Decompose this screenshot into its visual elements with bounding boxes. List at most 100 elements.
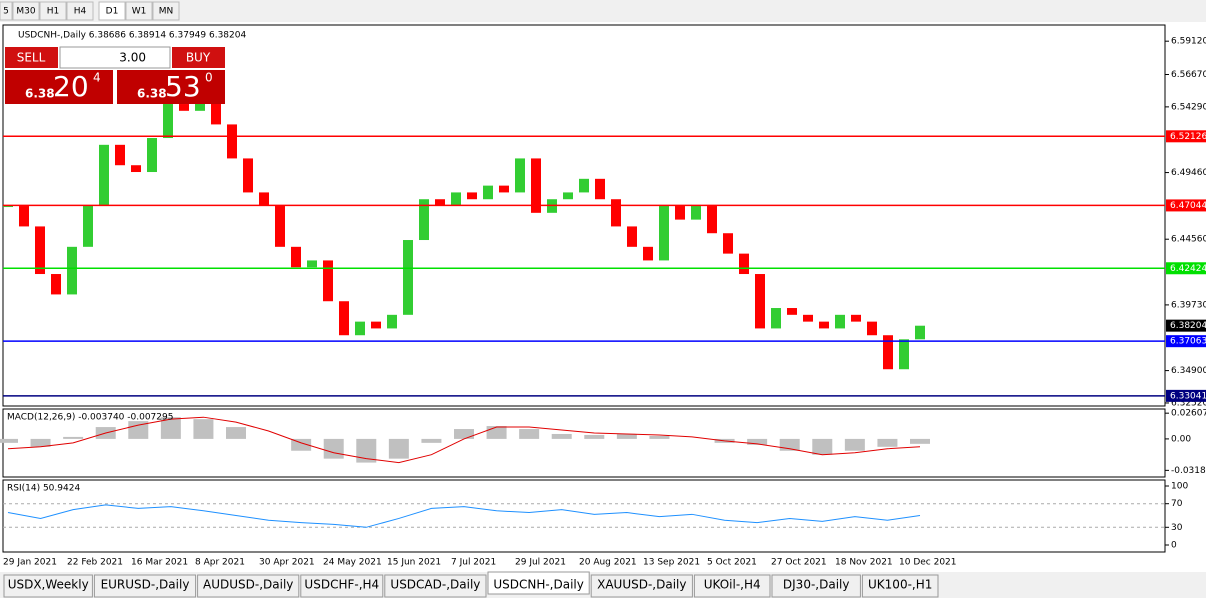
timeframe-button[interactable] — [98, 1, 126, 21]
price-tick-label: 6.44560 — [1171, 235, 1206, 245]
macd-bar — [0, 438, 18, 443]
buy-price-big: 6.38 — [137, 87, 167, 101]
buy-button[interactable] — [172, 47, 225, 68]
price-tick-label: 6.32520 — [1171, 398, 1206, 408]
macd-bar — [291, 438, 312, 451]
level-tag — [1166, 262, 1206, 275]
level-label: 6.47044 — [1170, 201, 1206, 211]
macd-bar — [356, 438, 377, 463]
symbol-tab-label: DJ30-,Daily — [783, 578, 850, 592]
candle — [675, 206, 685, 220]
last-price-tag — [1166, 319, 1206, 332]
level-label: 6.52126 — [1170, 132, 1206, 142]
date-label: 22 Feb 2021 — [67, 558, 123, 568]
timeframe-button[interactable] — [66, 1, 94, 21]
candle — [867, 321, 877, 336]
candle — [163, 104, 173, 139]
macd-bar — [323, 438, 344, 459]
timeframe-label: W1 — [132, 7, 147, 17]
candle — [851, 314, 861, 322]
macd-bar — [877, 438, 898, 447]
symbol-tab[interactable] — [197, 574, 300, 598]
candle — [147, 138, 157, 173]
price-tick-label: 6.34900 — [1171, 366, 1206, 376]
buy-price-box[interactable] — [117, 70, 225, 104]
buy-price-frac: 0 — [205, 71, 213, 85]
sell-price-box[interactable] — [5, 70, 113, 104]
candle — [723, 233, 733, 254]
macd-bar — [551, 433, 572, 439]
symbol-tab[interactable] — [590, 574, 693, 598]
timeframe-button[interactable] — [39, 1, 67, 21]
candle — [915, 325, 925, 340]
candle — [579, 178, 589, 193]
symbol-tab[interactable] — [487, 571, 590, 595]
symbol-tab[interactable] — [384, 574, 487, 598]
timeframe-label: 5 — [3, 7, 9, 17]
symbol-tab-label: UK100-,H1 — [868, 578, 932, 592]
timeframe-label: M30 — [16, 7, 35, 17]
candle — [595, 178, 605, 200]
candle — [611, 199, 621, 227]
candle — [371, 321, 381, 329]
symbol-tab-label: USDCHF-,H4 — [304, 578, 379, 592]
candle — [627, 226, 637, 247]
level-label: 6.37063 — [1170, 337, 1206, 347]
macd-bar — [30, 438, 51, 447]
candle — [403, 240, 413, 315]
lot-box[interactable] — [59, 46, 171, 69]
candle — [771, 308, 781, 329]
buy-price-pips: 53 — [165, 70, 201, 103]
price-tick-label: 6.39730 — [1171, 300, 1206, 310]
macd-bar — [454, 429, 474, 439]
candle — [243, 158, 253, 193]
candle — [467, 192, 477, 200]
rsi-tick-label: 0 — [1171, 541, 1177, 551]
candle — [883, 335, 893, 370]
candle — [691, 206, 701, 220]
price-tick-label: 6.56670 — [1171, 70, 1206, 80]
candle — [451, 192, 461, 207]
macd-bar — [421, 438, 442, 443]
rsi-tick-label: 100 — [1171, 482, 1188, 492]
sell-price-pips: 20 — [53, 70, 89, 103]
level-label: 6.33041 — [1170, 391, 1206, 401]
timeframe-label: H4 — [74, 7, 87, 17]
candle — [483, 185, 493, 200]
rsi-tick-label: 30 — [1171, 523, 1183, 533]
date-label: 20 Aug 2021 — [579, 558, 637, 568]
candle — [643, 246, 653, 261]
symbol-tab[interactable] — [771, 574, 861, 598]
macd-bar — [844, 438, 865, 451]
macd-bar — [910, 438, 930, 444]
symbol-tab[interactable] — [861, 574, 939, 598]
symbol-tab[interactable] — [93, 574, 197, 598]
rsi-label: RSI(14) 50.9424 — [7, 484, 80, 494]
macd-bar — [649, 435, 670, 439]
candle — [83, 206, 93, 247]
symbol-tab[interactable] — [300, 574, 384, 598]
symbol-tab[interactable] — [3, 574, 93, 598]
candle — [339, 301, 349, 336]
macd-bar — [584, 434, 605, 439]
sell-price-big: 6.38 — [25, 87, 55, 101]
sell-button[interactable] — [5, 47, 58, 68]
timeframe-button[interactable] — [125, 1, 153, 21]
symbol-tab-label: XAUUSD-,Daily — [597, 578, 686, 592]
date-label: 7 Jul 2021 — [451, 558, 496, 568]
candle — [3, 206, 13, 208]
timeframe-button[interactable] — [12, 1, 40, 21]
candle — [355, 321, 365, 336]
timeframe-label: H1 — [47, 7, 60, 17]
candle — [707, 206, 717, 234]
candle — [115, 144, 125, 166]
candle — [899, 339, 909, 370]
candle — [227, 124, 237, 159]
symbol-tab[interactable] — [693, 574, 771, 598]
buy-label: BUY — [186, 51, 211, 65]
macd-bar — [519, 429, 540, 439]
candle — [819, 321, 829, 329]
timeframe-button[interactable] — [152, 1, 180, 21]
timeframe-button[interactable] — [0, 1, 13, 21]
